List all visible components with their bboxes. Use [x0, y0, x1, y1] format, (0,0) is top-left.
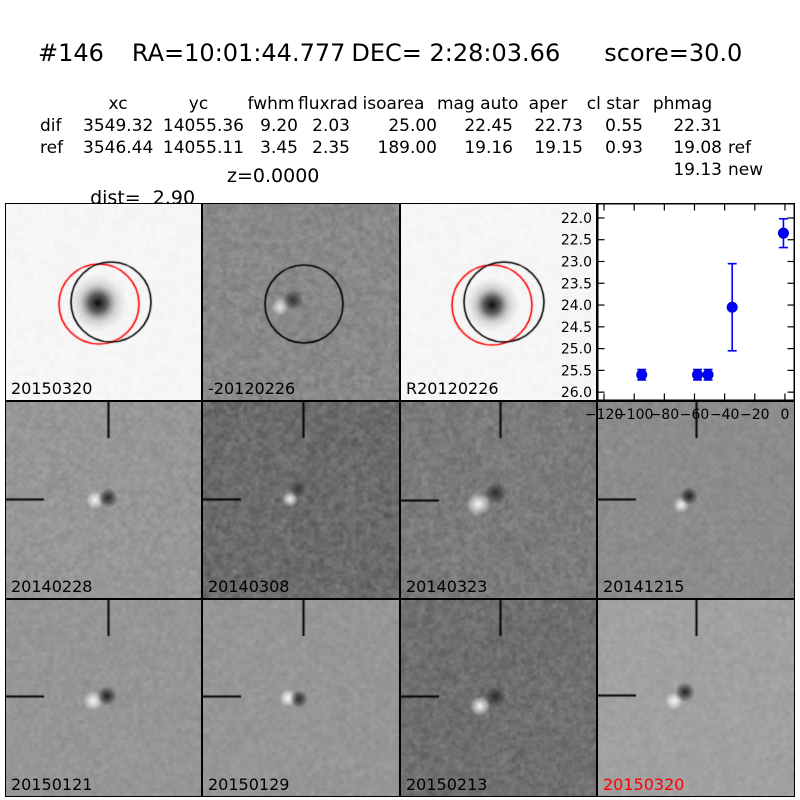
cutout-image-20150121 [6, 600, 201, 796]
cutout-image-20140308 [203, 402, 399, 598]
lightcurve-plot: −120−100−80 −60 −40 −20 0 22.0 22.5 23.0 23.5 24.… [561, 203, 795, 423]
x-tick-label: −60 [680, 407, 710, 423]
panel-date-label-20150213: 20150213 [406, 775, 488, 794]
table-cell-ref-xc: 3546.44 [83, 138, 154, 158]
table-header-fluxrad: fluxrad [298, 94, 358, 114]
cutout-panel-20150213: 20150213 [400, 599, 597, 797]
candidate-id: #146 [38, 39, 104, 67]
cutout-image-20150320 [6, 204, 201, 400]
cutout-panel-20140308: 20140308 [202, 401, 400, 599]
data-point [702, 369, 714, 381]
cutout-panel-20150129: 20150129 [202, 599, 400, 797]
cutout-panel-20150121: 20150121 [5, 599, 202, 797]
table-cell-dif-xc: 3549.32 [83, 116, 154, 136]
panel-date-label-R20120226: R20120226 [406, 379, 499, 398]
panel-date-label-20150320: 20150320 [603, 775, 685, 794]
table-suffix-new: new [728, 160, 764, 180]
cutout-panel-20141215: 20141215 [597, 401, 795, 599]
panel-date-label-20150320: 20150320 [11, 379, 93, 398]
x-tick-label: −120 [585, 407, 623, 423]
table-cell-dif-fluxrad: 2.03 [312, 116, 350, 136]
plot-frame [597, 203, 795, 401]
cutout-image-20150213 [401, 600, 596, 796]
table-cell-ref-fwhm: 3.45 [260, 138, 298, 158]
cutout-panel-20140323: 20140323 [400, 401, 597, 599]
cutout-image-20141215 [598, 402, 794, 598]
x-tick-label: −20 [740, 407, 770, 423]
data-point [636, 369, 648, 381]
x-tick-label: −80 [650, 407, 680, 423]
score-value: score=30.0 [604, 39, 743, 67]
table-cell-dif-fwhm: 9.20 [260, 116, 298, 136]
cutout-panel-R20120226: R20120226 [400, 203, 597, 401]
cutout-image-20140323 [401, 402, 596, 598]
table-cell-ref-phmag: 19.08 [673, 138, 722, 158]
y-tick-label: 22.5 [561, 233, 592, 249]
table-cell-dif-cl-star: 0.55 [605, 116, 643, 136]
table-cell-dif-mag-auto: 22.45 [464, 116, 513, 136]
data-point [726, 301, 738, 313]
table-cell-ref-yc: 14055.11 [162, 138, 244, 158]
cutout-image-20140228 [6, 402, 201, 598]
y-tick-label: 23.5 [561, 276, 592, 292]
redshift-value: z=0.0000 [227, 165, 320, 187]
table-cell-ref-cl-star: 0.93 [605, 138, 643, 158]
y-tick-label: 24.0 [561, 298, 592, 314]
table-cell-dif-phmag: 22.31 [673, 116, 722, 136]
panel-date-label-20140228: 20140228 [11, 577, 93, 596]
table-row-label-dif: dif [40, 116, 62, 136]
table-cell-extra-phmag: 19.13 [673, 160, 722, 180]
y-tick-label: 25.5 [561, 363, 592, 379]
photometry-table: xc yc fwhm fluxrad isoarea mag auto aper cl sta… [40, 93, 767, 181]
x-tick-label: −40 [710, 407, 740, 423]
cutout-panel-20150320: 20150320 [597, 599, 795, 797]
y-tick-label: 22.0 [561, 211, 592, 227]
table-cell-ref-aper: 19.15 [534, 138, 583, 158]
cutout-image--20120226 [203, 204, 399, 400]
y-tick-label: 23.0 [561, 254, 592, 270]
table-row-label-ref: ref [40, 138, 64, 158]
table-cell-ref-isoarea: 189.00 [377, 138, 437, 158]
table-header-aper: aper [528, 94, 568, 114]
x-tick-label: −100 [615, 407, 653, 423]
table-header-isoarea: isoarea [362, 94, 425, 114]
table-cell-dif-yc: 14055.36 [162, 116, 244, 136]
y-tick-label: 25.0 [561, 342, 592, 358]
cutout-panel-20140228: 20140228 [5, 401, 202, 599]
y-tick-label: 24.5 [561, 320, 592, 336]
figure-title: #146 RA=10:01:44.777 DEC= 2:28:03.66 score=… [38, 41, 742, 65]
panel-date-label-20140323: 20140323 [406, 577, 488, 596]
table-header-cl-star: cl star [586, 94, 640, 114]
dec-value: DEC= 2:28:03.66 [351, 39, 561, 67]
table-cell-dif-aper: 22.73 [534, 116, 583, 136]
table-header-yc: yc [188, 94, 209, 114]
panel-date-label-20150129: 20150129 [208, 775, 290, 794]
panel-date-label-20150121: 20150121 [11, 775, 93, 794]
cutout-image-20150129 [203, 600, 399, 796]
cutout-image-20150320 [598, 600, 794, 796]
table-header-phmag: phmag [652, 94, 713, 114]
table-header-fwhm: fwhm [247, 94, 295, 114]
table-cell-ref-mag-auto: 19.16 [464, 138, 513, 158]
cutout-image-R20120226 [401, 204, 596, 400]
cutout-panel-20150320: 20150320 [5, 203, 202, 401]
table-header-mag-auto: mag auto [437, 94, 519, 114]
panel-date-label-20141215: 20141215 [603, 577, 685, 596]
table-cell-dif-isoarea: 25.00 [388, 116, 437, 136]
table-header-xc: xc [108, 94, 128, 114]
panel-date-label-20140308: 20140308 [208, 577, 290, 596]
x-tick-label: 0 [780, 407, 789, 423]
panel-date-label--20120226: -20120226 [208, 379, 296, 398]
data-point [777, 227, 789, 239]
ra-value: RA=10:01:44.777 [131, 39, 346, 67]
table-cell-ref-fluxrad: 2.35 [312, 138, 350, 158]
table-suffix-ref: ref [728, 138, 752, 158]
data-point [692, 369, 704, 381]
y-tick-label: 26.0 [561, 385, 592, 401]
cutout-panel--20120226: -20120226 [202, 203, 400, 401]
